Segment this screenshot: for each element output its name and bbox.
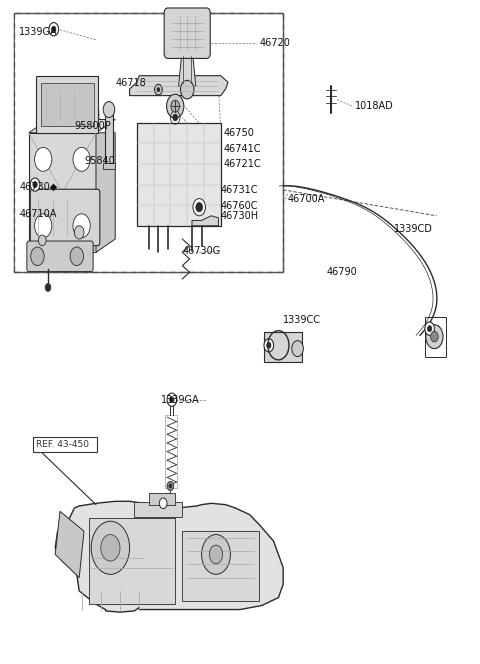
FancyBboxPatch shape bbox=[33, 437, 97, 452]
Bar bbox=[165, 415, 177, 488]
Circle shape bbox=[30, 178, 40, 191]
Bar bbox=[149, 493, 175, 505]
Text: 1339GA: 1339GA bbox=[19, 27, 58, 37]
Text: 46760C: 46760C bbox=[221, 201, 258, 211]
Text: 1339GA: 1339GA bbox=[161, 394, 199, 405]
Text: 46730G: 46730G bbox=[182, 246, 221, 256]
Bar bbox=[134, 502, 182, 517]
Polygon shape bbox=[55, 511, 84, 578]
FancyBboxPatch shape bbox=[164, 8, 210, 58]
Polygon shape bbox=[96, 133, 115, 252]
Polygon shape bbox=[264, 332, 302, 362]
Circle shape bbox=[73, 214, 90, 238]
Circle shape bbox=[170, 396, 174, 402]
Circle shape bbox=[31, 247, 44, 266]
Circle shape bbox=[196, 203, 203, 212]
Text: 95800P: 95800P bbox=[74, 121, 111, 131]
Bar bbox=[182, 531, 259, 601]
Circle shape bbox=[51, 27, 56, 33]
Circle shape bbox=[431, 331, 438, 342]
Bar bbox=[41, 83, 94, 126]
Circle shape bbox=[169, 484, 172, 488]
Circle shape bbox=[35, 147, 52, 171]
Circle shape bbox=[38, 235, 46, 246]
Bar bbox=[14, 13, 283, 272]
Circle shape bbox=[267, 343, 271, 349]
Circle shape bbox=[171, 100, 180, 112]
Text: 95840: 95840 bbox=[84, 155, 115, 166]
Circle shape bbox=[37, 448, 41, 453]
Bar bbox=[15, 15, 282, 271]
Circle shape bbox=[49, 23, 59, 36]
Circle shape bbox=[167, 481, 174, 491]
Bar bbox=[36, 76, 98, 133]
Circle shape bbox=[70, 247, 84, 266]
Circle shape bbox=[159, 498, 167, 509]
Text: 46700A: 46700A bbox=[288, 194, 325, 205]
Circle shape bbox=[167, 94, 184, 118]
Text: 46718: 46718 bbox=[115, 78, 146, 88]
Circle shape bbox=[202, 535, 230, 574]
Circle shape bbox=[425, 322, 434, 335]
Circle shape bbox=[427, 326, 432, 332]
Circle shape bbox=[73, 147, 90, 171]
Text: 46790: 46790 bbox=[326, 267, 357, 278]
Text: 46721C: 46721C bbox=[223, 159, 261, 169]
FancyBboxPatch shape bbox=[30, 189, 100, 246]
Circle shape bbox=[426, 325, 443, 349]
Text: 1018AD: 1018AD bbox=[355, 101, 394, 112]
Text: 46730H: 46730H bbox=[221, 211, 259, 222]
Polygon shape bbox=[29, 133, 96, 252]
Text: 1339CC: 1339CC bbox=[283, 315, 321, 325]
Circle shape bbox=[209, 545, 223, 564]
Text: 46730◆: 46730◆ bbox=[19, 182, 58, 193]
Polygon shape bbox=[192, 216, 218, 226]
Circle shape bbox=[91, 521, 130, 574]
Text: 1339CD: 1339CD bbox=[394, 224, 432, 234]
Text: 46741C: 46741C bbox=[223, 144, 261, 155]
Circle shape bbox=[35, 214, 52, 238]
Circle shape bbox=[167, 393, 177, 406]
Circle shape bbox=[292, 341, 303, 357]
Circle shape bbox=[180, 80, 194, 99]
Bar bbox=[89, 518, 175, 604]
Bar bbox=[103, 163, 115, 169]
Circle shape bbox=[157, 88, 160, 92]
Circle shape bbox=[33, 182, 37, 188]
Bar bbox=[137, 123, 221, 226]
Polygon shape bbox=[130, 76, 228, 96]
Text: 46750: 46750 bbox=[223, 127, 254, 138]
Polygon shape bbox=[179, 56, 196, 86]
Text: 46710A: 46710A bbox=[19, 208, 57, 219]
Circle shape bbox=[155, 84, 162, 95]
FancyBboxPatch shape bbox=[27, 241, 93, 272]
Polygon shape bbox=[29, 120, 115, 133]
Text: REF. 43-450: REF. 43-450 bbox=[36, 440, 89, 450]
Circle shape bbox=[101, 535, 120, 561]
Circle shape bbox=[103, 102, 115, 118]
Circle shape bbox=[264, 339, 274, 352]
Polygon shape bbox=[55, 501, 283, 612]
Bar bbox=[105, 113, 113, 166]
Circle shape bbox=[74, 226, 84, 239]
Circle shape bbox=[193, 199, 205, 216]
Text: 46720: 46720 bbox=[259, 38, 290, 48]
Text: 46731C: 46731C bbox=[221, 185, 258, 195]
Circle shape bbox=[173, 114, 178, 121]
Circle shape bbox=[45, 284, 51, 291]
